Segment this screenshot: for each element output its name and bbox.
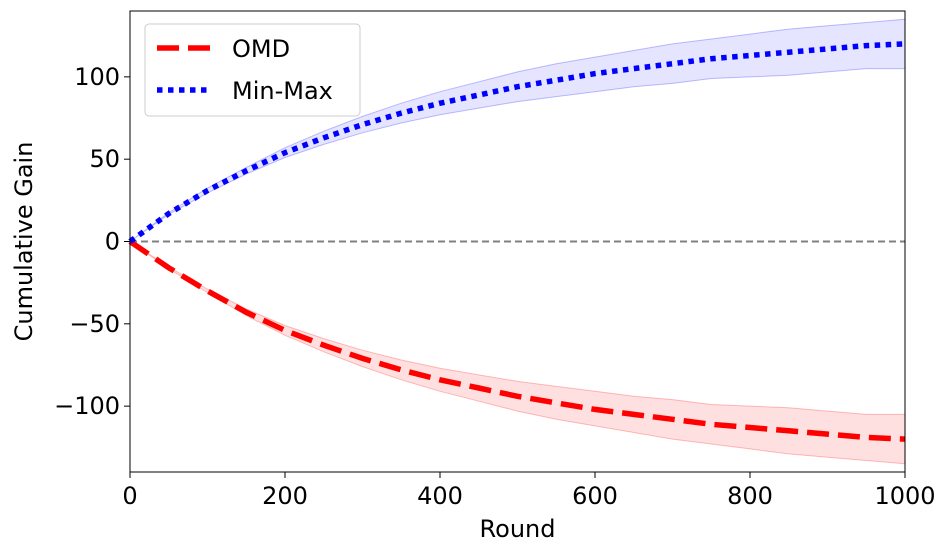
line-omd xyxy=(128,239,906,442)
legend-label-omd: OMD xyxy=(232,35,290,63)
y-tick-label: −100 xyxy=(54,392,120,420)
line-min-max xyxy=(128,41,906,244)
y-axis-label: Cumulative Gain xyxy=(10,142,38,342)
x-tick-label: 200 xyxy=(262,482,308,510)
x-axis-ticks: 0 200 400 600 800 1000 xyxy=(122,472,936,510)
legend: OMD Min-Max xyxy=(144,23,361,117)
x-axis-label: Round xyxy=(480,515,556,543)
x-tick-label: 600 xyxy=(572,482,618,510)
y-tick-label: 100 xyxy=(74,63,120,91)
y-axis-ticks: −100 −50 0 50 100 xyxy=(54,63,130,420)
y-tick-label: −50 xyxy=(69,310,120,338)
series-lines xyxy=(128,41,906,442)
legend-label-min-max: Min-Max xyxy=(232,77,333,105)
x-tick-label: 1000 xyxy=(874,482,935,510)
y-tick-label: 0 xyxy=(105,228,120,256)
x-tick-label: 0 xyxy=(122,482,137,510)
x-tick-label: 400 xyxy=(417,482,463,510)
x-tick-label: 800 xyxy=(727,482,773,510)
y-tick-label: 50 xyxy=(89,145,120,173)
